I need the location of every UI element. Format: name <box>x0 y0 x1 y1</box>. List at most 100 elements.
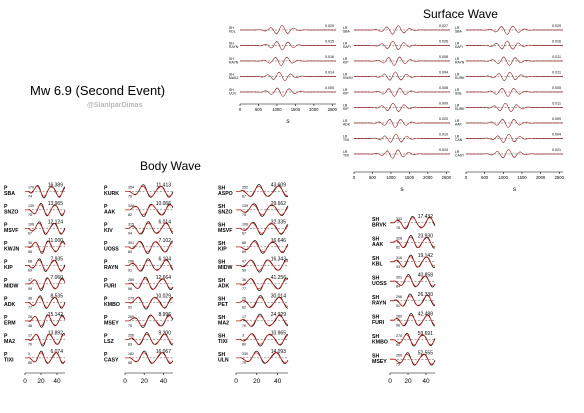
azimuth-label: 25 <box>242 296 246 300</box>
distance-label: 48 <box>28 324 32 328</box>
panel-5: SHKDL0.020SHRAYN0.015SHRAYN0.016SHMAKZ0.… <box>229 24 338 125</box>
azimuth-label: 170 <box>28 185 34 189</box>
amplitude-label: 8.535 <box>50 293 63 299</box>
component-label: LR <box>455 41 460 45</box>
amplitude-label: 23.930 <box>418 233 434 239</box>
distance-label: 62 <box>242 305 246 309</box>
x-tick-label: 1500 <box>405 175 415 180</box>
x-tick-label: 40 <box>274 378 282 385</box>
observed-trace <box>25 185 66 199</box>
synthetic-trace <box>466 72 563 81</box>
synthetic-trace <box>25 315 66 327</box>
distance-label: 76 <box>128 194 132 198</box>
azimuth-label: 269 <box>128 315 134 319</box>
component-label: P <box>4 222 8 228</box>
x-tick-label: 2500 <box>442 175 452 180</box>
amplitude-label: 12.664 <box>156 275 172 281</box>
synthetic-trace <box>125 185 174 197</box>
distance-label: 82 <box>396 245 400 249</box>
amplitude-label: 32.335 <box>271 219 287 225</box>
synthetic-trace <box>466 103 563 112</box>
station-label: KMBO <box>372 339 388 345</box>
station-label: ADK <box>4 302 15 308</box>
component-label: P <box>4 296 8 302</box>
panel-2: PKURK3547611.413PAAK3288210.066PKIV31594… <box>104 182 174 385</box>
synthetic-trace <box>353 133 451 143</box>
observed-trace <box>354 87 450 97</box>
amplitude-label: 0.008 <box>439 55 448 59</box>
component-label: SH <box>372 334 379 340</box>
component-label: SH <box>218 352 225 358</box>
station-label: TIXI <box>343 138 349 142</box>
amplitude-label: 12.124 <box>48 219 64 225</box>
x-tick-label: 1000 <box>272 107 282 112</box>
station-label: ULN <box>229 91 236 95</box>
synthetic-trace <box>240 41 336 51</box>
synthetic-trace <box>466 149 563 158</box>
azimuth-label: 26 <box>28 315 32 319</box>
synthetic-trace <box>466 88 563 97</box>
component-label: P <box>4 333 8 339</box>
distance-label: 78 <box>396 226 400 230</box>
watermark: @SianiparDimas <box>87 102 143 109</box>
component-label: P <box>104 259 108 265</box>
azimuth-label: 328 <box>396 236 402 240</box>
azimuth-label: 182 <box>128 352 134 356</box>
amplitude-label: 59.691 <box>418 331 434 337</box>
station-label: MIDW <box>218 265 233 271</box>
station-label: RAYN <box>104 265 118 271</box>
amplitude-label: 10.029 <box>156 293 172 299</box>
station-label: RAYN <box>372 300 386 306</box>
distance-label: 75 <box>396 362 400 366</box>
distance-label: 80 <box>28 361 32 365</box>
component-label: SH <box>229 41 234 45</box>
component-label: LR <box>455 26 460 30</box>
component-label: SH <box>218 222 225 228</box>
x-tick-label: 500 <box>481 175 489 180</box>
station-label: SBA <box>4 191 15 197</box>
distance-label: 75 <box>28 213 32 217</box>
component-label: LR <box>455 119 460 123</box>
station-label: KBL <box>372 261 383 267</box>
component-label: LR <box>455 72 460 76</box>
station-label: BRVK <box>372 222 387 228</box>
synthetic-trace <box>236 241 289 253</box>
synthetic-trace <box>466 40 563 49</box>
amplitude-label: 0.009 <box>439 101 448 105</box>
synthetic-trace <box>125 241 174 253</box>
azimuth-label: 36 <box>28 296 32 300</box>
synthetic-trace <box>25 222 66 234</box>
component-label: P <box>4 204 8 210</box>
component-label: SH <box>372 314 379 320</box>
synthetic-trace <box>236 222 289 234</box>
amplitude-label: 0.015 <box>325 39 334 43</box>
x-tick-label: 20 <box>253 378 261 385</box>
azimuth-label: 36 <box>242 278 246 282</box>
synthetic-trace <box>390 295 436 307</box>
synthetic-trace <box>125 333 174 346</box>
panel-4: SHBRVK3337817.432SHAAK3288223.930SHKBL31… <box>372 214 436 385</box>
station-label: KIP <box>343 91 349 95</box>
distance-label: 93 <box>396 265 400 269</box>
synthetic-trace <box>390 314 436 326</box>
distance-label: 83 <box>128 342 132 346</box>
amplitude-label: 43.609 <box>271 182 287 188</box>
station-label: SNZO <box>218 209 232 215</box>
observed-trace <box>25 333 66 347</box>
amplitude-label: 0.016 <box>552 39 561 43</box>
synthetic-trace <box>354 149 450 159</box>
x-tick-label: 2000 <box>536 175 546 180</box>
station-label: KIP <box>4 265 13 271</box>
azimuth-label: 301 <box>128 241 134 245</box>
component-label: P <box>104 278 108 284</box>
station-label: CAN <box>455 138 463 142</box>
panel-3: SHASPO2526743.609SHSNZO1397529.662SHMSVF… <box>218 182 289 385</box>
distance-label: 77 <box>242 287 246 291</box>
amplitude-label: 0.020 <box>439 117 448 121</box>
distance-label: 75 <box>128 324 132 328</box>
component-label: P <box>4 315 8 321</box>
station-label: AAK <box>372 242 383 248</box>
component-label: SH <box>372 256 379 262</box>
synthetic-trace <box>466 56 563 66</box>
component-label: LR <box>343 41 348 45</box>
